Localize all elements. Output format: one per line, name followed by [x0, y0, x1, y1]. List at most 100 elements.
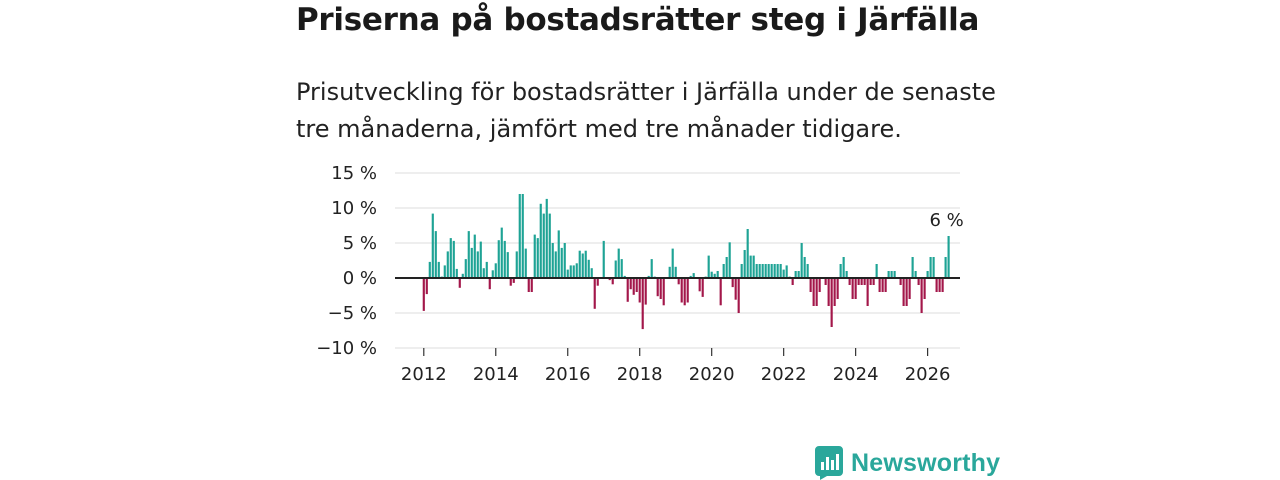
bar — [773, 264, 776, 278]
bar — [482, 268, 485, 278]
bar — [878, 278, 881, 292]
bar — [920, 278, 923, 313]
bar — [461, 273, 464, 278]
bar — [707, 255, 710, 278]
chart-title: Priserna på bostadsrätter steg i Järfäll… — [296, 2, 980, 38]
bar — [770, 264, 773, 278]
bar — [596, 278, 599, 286]
x-tick-label: 2024 — [833, 364, 879, 385]
bar — [530, 278, 533, 292]
bar — [551, 243, 554, 278]
bar — [518, 194, 521, 278]
bar — [506, 252, 509, 278]
bar — [842, 257, 845, 278]
bar — [812, 278, 815, 306]
bar — [719, 278, 722, 306]
bar — [488, 278, 491, 290]
bar — [629, 278, 632, 290]
bar — [680, 278, 683, 303]
bar — [710, 271, 713, 278]
bar — [713, 273, 716, 278]
bar — [806, 264, 809, 278]
bar — [581, 253, 584, 278]
y-tick-label: −5 % — [328, 303, 377, 324]
bar — [815, 278, 818, 306]
bar — [587, 259, 590, 278]
bar — [458, 278, 461, 288]
x-tick-label: 2012 — [401, 364, 447, 385]
bar — [749, 255, 752, 278]
bar — [734, 278, 737, 300]
bar — [767, 264, 770, 278]
bar — [476, 251, 479, 278]
bar — [662, 278, 665, 306]
bar — [422, 278, 425, 311]
bar — [839, 264, 842, 278]
bar — [563, 243, 566, 278]
bar — [446, 251, 449, 278]
y-tick-label: 5 % — [343, 233, 377, 254]
x-tick-label: 2022 — [761, 364, 807, 385]
bar — [473, 234, 476, 278]
bar — [923, 278, 926, 299]
bar — [737, 278, 740, 313]
x-tick-label: 2014 — [473, 364, 519, 385]
y-tick-label: −10 % — [316, 338, 377, 359]
bar — [548, 213, 551, 278]
bar — [536, 238, 539, 278]
bar — [758, 264, 761, 278]
bar — [614, 260, 617, 278]
bar — [578, 250, 581, 278]
bar — [479, 241, 482, 278]
bar — [515, 251, 518, 278]
bar — [455, 268, 458, 278]
bar — [827, 278, 830, 306]
bar — [947, 236, 950, 278]
bar — [608, 278, 611, 281]
bar — [893, 271, 896, 278]
bar — [845, 271, 848, 278]
x-axis: 2012 2014 2016 2018 2020 2022 2024 2026 — [401, 348, 951, 385]
bar — [890, 271, 893, 278]
y-axis-tick-labels: 15 % 10 % 5 % 0 % −5 % −10 % — [316, 163, 377, 359]
bar — [752, 255, 755, 278]
bar — [689, 275, 692, 278]
bar — [626, 278, 629, 302]
y-tick-label: 15 % — [331, 163, 377, 184]
bar — [659, 278, 662, 299]
bar — [557, 230, 560, 278]
bar — [926, 271, 929, 278]
bar — [716, 271, 719, 278]
bar — [617, 248, 620, 278]
bar — [431, 213, 434, 278]
bar — [833, 278, 836, 306]
bar — [449, 238, 452, 278]
bar — [698, 278, 701, 292]
bar — [590, 268, 593, 278]
bar — [746, 229, 749, 278]
bar — [908, 278, 911, 299]
annotations: 6 % — [929, 210, 963, 231]
bar — [509, 278, 512, 286]
bar — [524, 248, 527, 278]
bar — [437, 261, 440, 278]
bar — [869, 278, 872, 285]
bar — [941, 278, 944, 292]
bar — [905, 278, 908, 306]
bar — [764, 264, 767, 278]
bar — [779, 264, 782, 278]
x-tick-label: 2026 — [905, 364, 951, 385]
bar — [848, 278, 851, 285]
bar — [464, 259, 467, 278]
bar — [623, 275, 626, 278]
last-value-label: 6 % — [929, 210, 963, 231]
bar — [884, 278, 887, 292]
x-tick-label: 2020 — [689, 364, 735, 385]
bar — [497, 240, 500, 278]
bar — [503, 240, 506, 278]
bar — [641, 278, 644, 330]
bar — [818, 278, 821, 292]
bar — [857, 278, 860, 285]
y-tick-label: 0 % — [343, 268, 377, 289]
bar — [830, 278, 833, 327]
